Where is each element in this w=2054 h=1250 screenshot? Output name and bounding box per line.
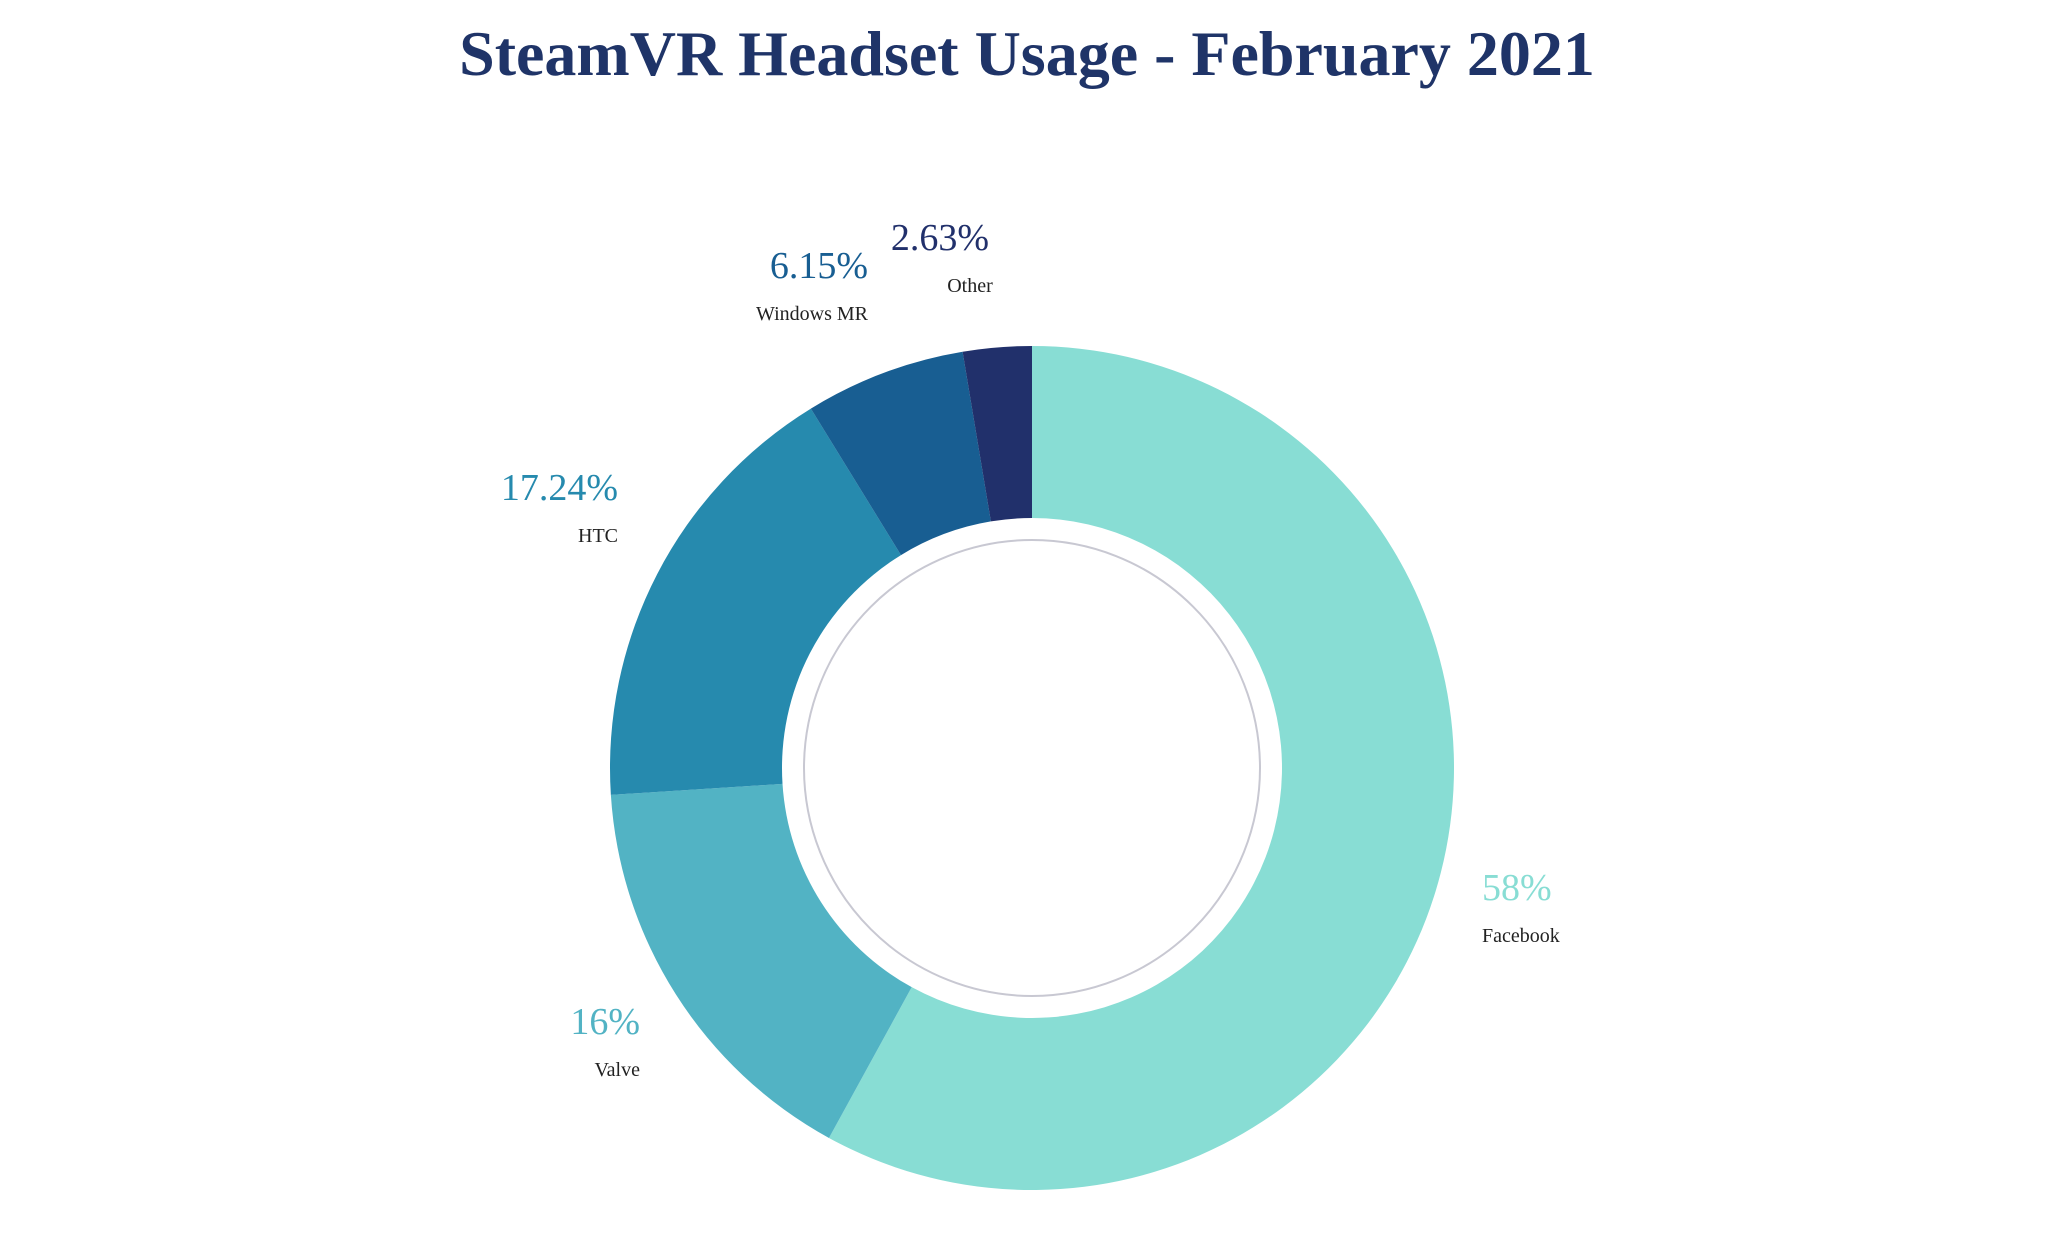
category-label-facebook: Facebook <box>1482 925 1560 947</box>
slice-facebook[interactable] <box>828 346 1455 1190</box>
chart-title: SteamVR Headset Usage - February 2021 <box>459 18 1595 89</box>
category-label-valve: Valve <box>594 1059 640 1081</box>
category-label-windows-mr: Windows MR <box>756 303 869 325</box>
slice-labels: 58% Facebook 16% Valve 17.24% HTC 6.15% Windows… <box>501 217 1560 1081</box>
slice-valve[interactable] <box>610 783 912 1138</box>
value-label-htc: 17.24% <box>501 467 618 509</box>
slice-other[interactable] <box>962 346 1032 522</box>
value-label-facebook: 58% <box>1482 867 1552 909</box>
inner-ring <box>803 539 1261 997</box>
slice-htc[interactable] <box>610 408 901 795</box>
category-label-htc: HTC <box>578 525 618 547</box>
value-label-valve: 16% <box>570 1001 640 1043</box>
value-label-windows-mr: 6.15% <box>770 245 868 287</box>
value-label-other: 2.63% <box>891 217 989 259</box>
category-label-other: Other <box>947 275 993 297</box>
slice-windows-mr[interactable] <box>810 351 991 556</box>
donut-slices <box>610 346 1455 1190</box>
